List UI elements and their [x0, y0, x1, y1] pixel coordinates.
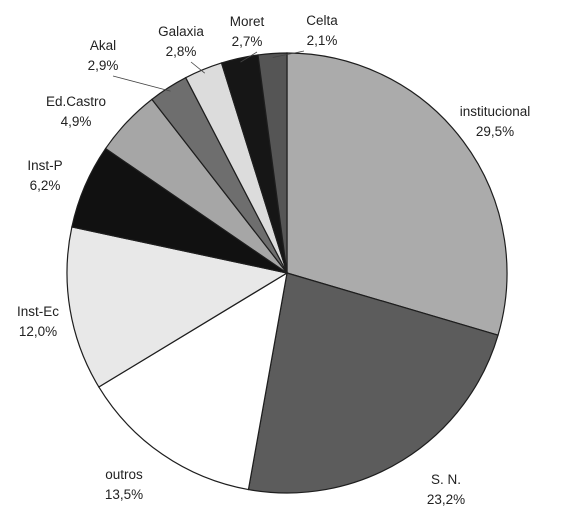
slice-value-9: 2,1%	[307, 33, 338, 48]
slice-value-0: 29,5%	[476, 124, 514, 139]
slice-name-5: Ed.Castro	[46, 94, 106, 109]
slice-name-0: institucional	[460, 104, 531, 119]
pie-slice-2	[97, 271, 288, 491]
slice-value-8: 2,7%	[232, 34, 263, 49]
slice-value-1: 23,2%	[427, 492, 465, 507]
pie-slice-1	[247, 272, 499, 494]
slice-label-6: Akal 2,9%	[88, 38, 119, 73]
slice-name-3: Inst-Ec	[17, 304, 59, 319]
slice-name-2: outros	[105, 467, 143, 482]
slice-label-9: Celta 2,1%	[306, 13, 338, 48]
pie-slices	[66, 52, 508, 494]
leader-line-8	[240, 51, 258, 63]
slice-label-3: Inst-Ec 12,0%	[17, 304, 59, 339]
leader-line-9	[272, 50, 305, 58]
slice-value-5: 4,9%	[61, 114, 92, 129]
pie-slice-0	[286, 52, 508, 336]
pie-slice-9	[257, 52, 288, 274]
pie-slice-3	[66, 226, 289, 388]
slice-name-1: S. N.	[431, 472, 461, 487]
leader-line-7	[190, 61, 206, 74]
slice-value-4: 6,2%	[30, 178, 61, 193]
slice-name-7: Galaxia	[158, 24, 204, 39]
slice-label-8: Moret 2,7%	[230, 14, 265, 49]
slice-value-6: 2,9%	[88, 58, 119, 73]
slice-label-5: Ed.Castro 4,9%	[46, 94, 106, 129]
slice-name-4: Inst-P	[27, 158, 62, 173]
slice-name-8: Moret	[230, 14, 265, 29]
leader-line-6	[112, 75, 171, 92]
slice-label-7: Galaxia 2,8%	[158, 24, 204, 59]
slice-value-2: 13,5%	[105, 487, 143, 502]
slice-labels: institucional 29,5% S. N. 23,2% outros 13,5% I…	[17, 13, 530, 507]
slice-value-7: 2,8%	[166, 44, 197, 59]
slice-label-0: institucional 29,5%	[460, 104, 531, 139]
slice-value-3: 12,0%	[19, 324, 57, 339]
slice-name-6: Akal	[90, 38, 116, 53]
leader-lines	[112, 50, 305, 92]
slice-name-9: Celta	[306, 13, 338, 28]
slice-label-4: Inst-P 6,2%	[27, 158, 62, 193]
slice-label-2: outros 13,5%	[105, 467, 143, 502]
slice-label-1: S. N. 23,2%	[427, 472, 465, 507]
